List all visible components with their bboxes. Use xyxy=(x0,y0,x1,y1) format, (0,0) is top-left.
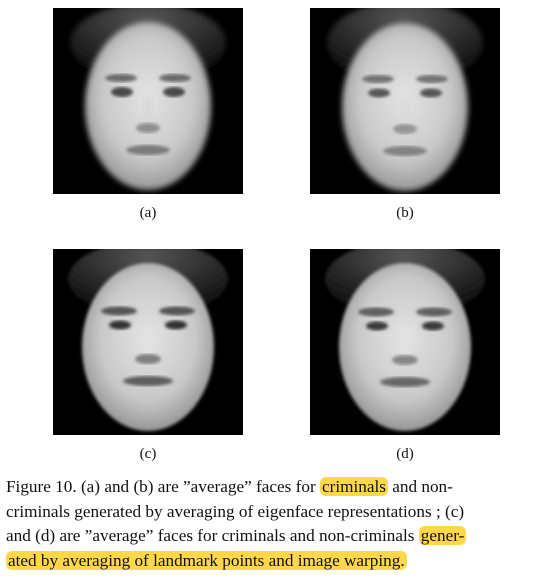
caption-line-3: and (d) are ”average” faces for criminal… xyxy=(6,524,552,549)
face-image-d xyxy=(310,249,500,435)
caption-text: and (d) are ”average” faces for criminal… xyxy=(6,526,419,545)
subfigure-label-b: (b) xyxy=(396,205,414,221)
subfigure-label-c: (c) xyxy=(139,446,157,462)
face-graphic-b xyxy=(310,8,500,194)
face-graphic-a xyxy=(53,8,243,194)
subfigure-label-a: (a) xyxy=(139,205,157,221)
face-image-b xyxy=(310,8,500,194)
caption-line-1: Figure 10. (a) and (b) are ”average” fac… xyxy=(6,475,552,500)
highlighted-text: criminals xyxy=(319,477,388,496)
highlighted-text: gener- xyxy=(418,526,467,545)
figure-caption: Figure 10. (a) and (b) are ”average” fac… xyxy=(6,475,552,573)
caption-text: and non- xyxy=(387,477,453,496)
caption-line-4: ated by averaging of landmark points and… xyxy=(6,549,552,574)
face-graphic-c xyxy=(53,249,243,435)
caption-line-2: criminals generated by averaging of eige… xyxy=(6,501,465,521)
caption-text: Figure 10. (a) and (b) are ”average” fac… xyxy=(6,477,320,496)
subfigure-label-d: (d) xyxy=(396,446,414,462)
face-image-c xyxy=(53,249,243,435)
face-image-a xyxy=(53,8,243,194)
highlighted-text: ated by averaging of landmark points and… xyxy=(6,550,407,570)
face-graphic-d xyxy=(310,249,500,435)
